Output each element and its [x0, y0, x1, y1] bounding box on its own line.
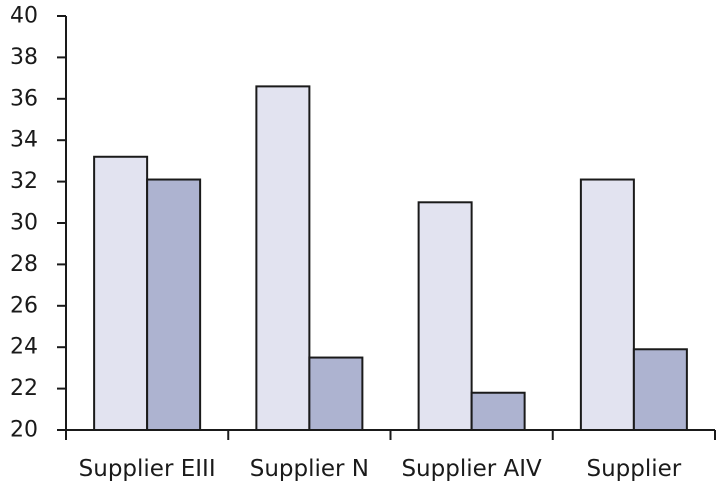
bar	[146, 178, 202, 431]
bar	[417, 201, 473, 431]
y-tick-label: 36	[10, 86, 38, 111]
bar	[308, 356, 364, 431]
bar	[93, 155, 149, 431]
y-tick-label: 20	[10, 418, 38, 443]
x-category-label: Supplier	[586, 456, 681, 482]
y-tick-label: 24	[10, 335, 38, 360]
y-tick-label: 40	[10, 4, 38, 29]
y-tick-label: 26	[10, 293, 38, 318]
x-category-label: Supplier EIII	[79, 456, 216, 482]
bars	[93, 85, 688, 431]
bar	[632, 348, 688, 431]
bar	[579, 178, 635, 431]
y-tick-label: 32	[10, 169, 38, 194]
y-tick-label: 22	[10, 376, 38, 401]
y-tick-label: 28	[10, 252, 38, 277]
y-tick-label: 34	[10, 128, 38, 153]
x-category-label: Supplier AIV	[401, 456, 542, 482]
bar	[255, 85, 311, 431]
x-category-label: Supplier N	[250, 456, 369, 482]
bar	[470, 391, 526, 431]
y-axis: 20 22 24 26 28 30 32 34 36 38 40	[10, 4, 67, 443]
y-tick-label: 38	[10, 45, 38, 70]
y-tick-label: 30	[10, 211, 38, 236]
x-axis: Supplier EIII Supplier N Supplier AIV Suppl…	[65, 429, 716, 482]
